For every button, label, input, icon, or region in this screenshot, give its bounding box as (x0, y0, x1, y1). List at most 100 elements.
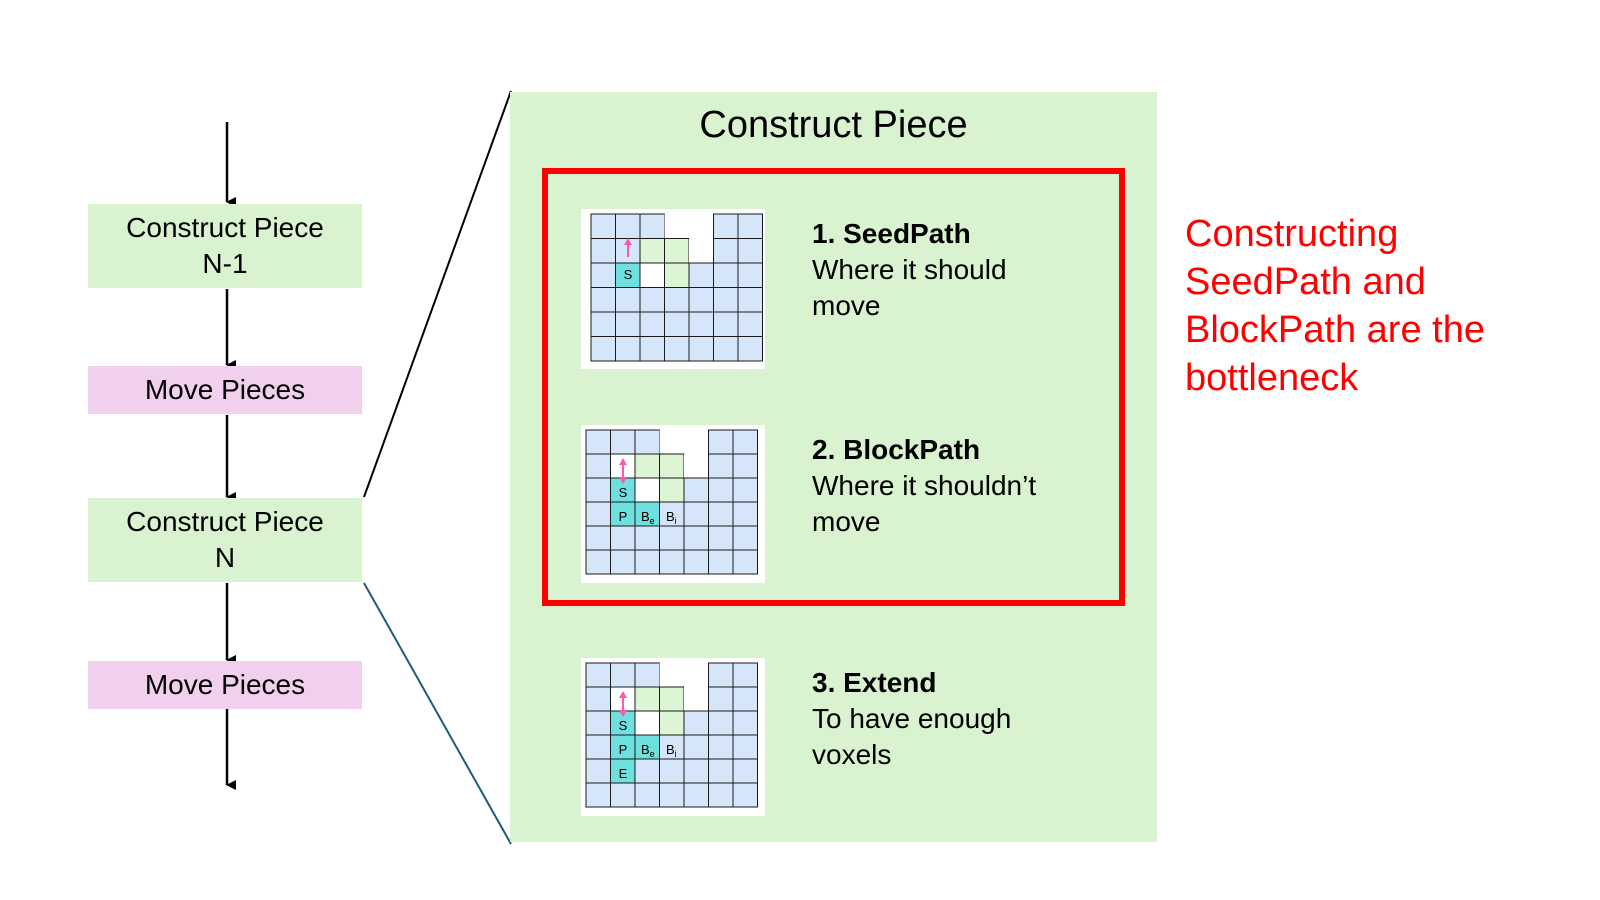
voxel-cell (708, 429, 734, 455)
arrowhead-down (619, 710, 627, 717)
voxel-cell (585, 782, 611, 808)
step-title: 1. SeedPath (812, 218, 971, 249)
voxel-cell (708, 453, 734, 479)
voxel-cell (590, 238, 616, 264)
panel-title: Construct Piece (699, 104, 968, 146)
voxel-cell (585, 549, 611, 575)
flow-box-construct-n: Construct Piece N (88, 498, 362, 582)
voxel-cell (634, 758, 660, 784)
path-label: P (619, 509, 628, 524)
arrowhead-up (619, 458, 627, 465)
voxel-cell (713, 311, 739, 337)
voxel-cell (708, 686, 734, 712)
seed-label: S (619, 718, 628, 733)
voxel-cell (615, 287, 641, 313)
voxel-cell (634, 525, 660, 551)
voxel-cell (708, 758, 734, 784)
voxel-cell (688, 262, 714, 288)
voxel-cell (664, 311, 690, 337)
path-label: P (619, 742, 628, 757)
voxel-cell (590, 336, 616, 362)
voxel-cell (664, 287, 690, 313)
voxel-cell (688, 287, 714, 313)
voxel-cell (634, 501, 660, 527)
voxel-cell (688, 336, 714, 362)
step-description-line: Where it should (812, 254, 1007, 285)
voxel-cell (615, 213, 641, 239)
voxel-cell (659, 453, 685, 479)
voxel-cell (684, 687, 709, 711)
voxel-cell (659, 686, 685, 712)
block-e-label: Be (641, 742, 655, 759)
step-description-line: Where it shouldn’t (812, 470, 1037, 501)
extend-grid: S P Be Bi E (581, 658, 765, 816)
flow-box-move-pieces-1: Move Pieces (88, 366, 362, 414)
voxel-cell (732, 734, 758, 760)
voxel-cell (732, 429, 758, 455)
voxel-cell (659, 663, 684, 687)
voxel-cell (634, 453, 660, 479)
callout-line: bottleneck (1185, 357, 1359, 399)
step-description-line: move (812, 290, 881, 321)
voxel-cell (590, 311, 616, 337)
callout-line: Constructing (1185, 213, 1399, 255)
voxel-cell (659, 549, 685, 575)
voxel-cell (585, 429, 611, 455)
voxel-cell (737, 287, 763, 313)
arrowhead-up (619, 691, 627, 698)
bottleneck-callout: Constructing SeedPath and BlockPath are … (1185, 210, 1585, 402)
voxel-cell (708, 477, 734, 503)
voxel-cell (708, 549, 734, 575)
voxel-cell (610, 662, 636, 688)
voxel-cell (732, 662, 758, 688)
voxel-cell (683, 549, 709, 575)
voxel-cell (615, 336, 641, 362)
voxel-cell (634, 662, 660, 688)
voxel-cell (659, 710, 685, 736)
step-title: 2. BlockPath (812, 434, 981, 465)
voxel-cell (737, 238, 763, 264)
seedpath-grid: S (581, 209, 765, 369)
voxel-cell (639, 336, 665, 362)
voxel-cell (659, 525, 685, 551)
voxel-cell (713, 287, 739, 313)
voxel-cell (634, 549, 660, 575)
voxel-cell (737, 213, 763, 239)
voxel-cell (639, 262, 665, 288)
voxel-cell (689, 238, 714, 263)
flow-box-move-pieces-2: Move Pieces (88, 661, 362, 709)
voxel-cell (683, 501, 709, 527)
voxel-cell (684, 430, 709, 454)
voxel-cell (713, 336, 739, 362)
voxel-cell (737, 262, 763, 288)
voxel-cell (732, 710, 758, 736)
voxel-cell (585, 662, 611, 688)
voxel-cell (585, 501, 611, 527)
blockpath-grid: S P Be Bi (581, 425, 765, 583)
voxel-cell (684, 454, 709, 478)
seed-label: S (624, 267, 633, 282)
voxel-cell (634, 429, 660, 455)
voxel-cell (689, 214, 714, 239)
voxel-cell (683, 782, 709, 808)
block-i-label: Bi (666, 509, 677, 526)
voxel-cell (664, 214, 689, 239)
voxel-cell (732, 686, 758, 712)
step-title: 3. Extend (812, 667, 937, 698)
callout-line: SeedPath and (1185, 261, 1426, 303)
voxel-cell (732, 782, 758, 808)
voxel-cell (713, 262, 739, 288)
voxel-cell (664, 262, 690, 288)
voxel-cell (732, 501, 758, 527)
voxel-cell (634, 477, 660, 503)
voxel-cell (585, 453, 611, 479)
voxel-cell (585, 686, 611, 712)
step-description-line: voxels (812, 739, 892, 770)
voxel-cell (634, 782, 660, 808)
voxel-cell (737, 336, 763, 362)
voxel-cell (732, 549, 758, 575)
voxel-cell (713, 213, 739, 239)
voxel-cell (639, 238, 665, 264)
voxel-cell (610, 549, 636, 575)
zoom-connector-top (363, 90, 512, 498)
